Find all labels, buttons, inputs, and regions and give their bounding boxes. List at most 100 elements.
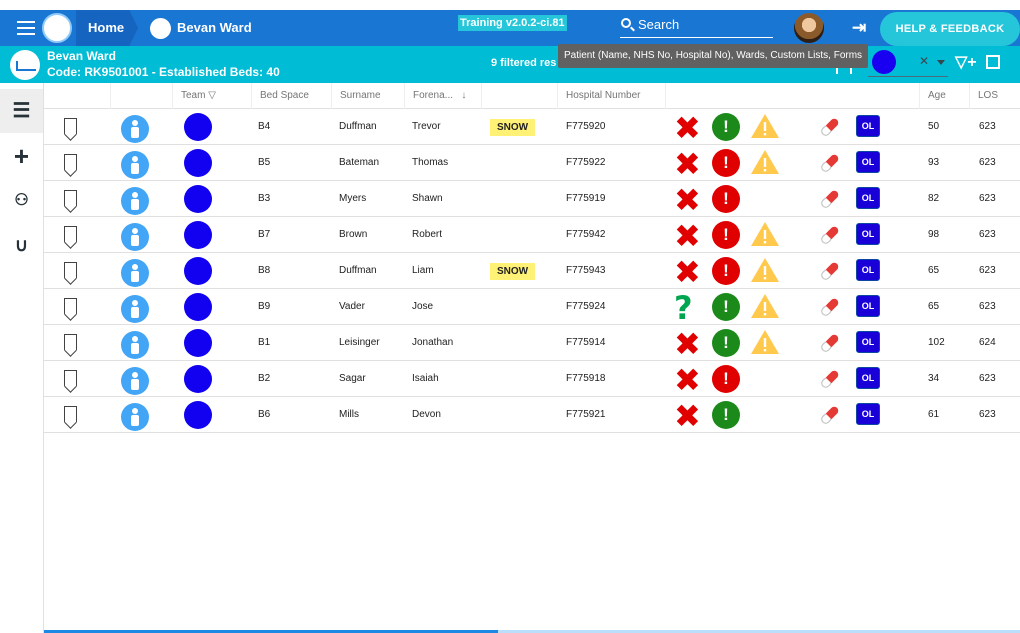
alert-icon[interactable]: !	[712, 329, 740, 357]
warning-icon[interactable]	[750, 257, 780, 283]
menu-icon[interactable]	[17, 21, 35, 35]
ol-badge[interactable]: OL	[856, 331, 880, 353]
medication-pill-icon[interactable]	[818, 331, 842, 355]
team-select[interactable]	[868, 76, 948, 77]
question-icon[interactable]: ?	[674, 289, 693, 327]
patient-person-icon[interactable]	[121, 151, 149, 179]
col-age[interactable]: Age	[919, 83, 969, 109]
bookmark-icon[interactable]	[64, 334, 77, 350]
patient-person-icon[interactable]	[121, 115, 149, 143]
scrollbar-thumb[interactable]	[44, 630, 498, 633]
alert-icon[interactable]: !	[712, 149, 740, 177]
chevron-down-icon[interactable]	[937, 60, 945, 65]
bookmark-icon[interactable]	[64, 262, 77, 278]
stethoscope-icon[interactable]: ∪	[14, 235, 29, 255]
add-filter-icon[interactable]: ▽+	[955, 54, 977, 71]
table-row[interactable]: B7 Brown Robert F775942 ✖! OL 98 623	[44, 217, 1020, 255]
ol-badge[interactable]: OL	[856, 115, 880, 137]
medication-pill-icon[interactable]	[818, 367, 842, 391]
plus-icon[interactable]: +	[13, 141, 30, 171]
handshake-icon[interactable]: ⚇	[14, 192, 29, 209]
alert-icon[interactable]: !	[712, 401, 740, 429]
alert-icon[interactable]: !	[712, 257, 740, 285]
table-row[interactable]: B6 Mills Devon F775921 ✖! OL 61 623	[44, 397, 1020, 435]
bookmark-icon[interactable]	[64, 226, 77, 242]
warning-icon[interactable]	[750, 293, 780, 319]
filter-icon[interactable]: ▽	[208, 90, 216, 101]
breadcrumb-home[interactable]: Home	[76, 10, 138, 46]
col-bed-space[interactable]: Bed Space	[251, 83, 331, 109]
alert-icon[interactable]: !	[712, 221, 740, 249]
list-icon[interactable]: ☰	[0, 89, 43, 133]
patient-person-icon[interactable]	[121, 367, 149, 395]
cross-icon[interactable]: ✖	[674, 253, 701, 291]
medication-pill-icon[interactable]	[818, 151, 842, 175]
ol-badge[interactable]: OL	[856, 151, 880, 173]
warning-icon[interactable]	[750, 113, 780, 139]
team-dot-icon	[184, 257, 212, 285]
col-forename[interactable]: Forena... ↓	[404, 83, 481, 109]
medication-pill-icon[interactable]	[818, 115, 842, 139]
alert-icon[interactable]: !	[712, 293, 740, 321]
cross-icon[interactable]: ✖	[674, 325, 701, 363]
warning-icon[interactable]	[750, 329, 780, 355]
table-row[interactable]: B5 Bateman Thomas F775922 ✖! OL 93 623	[44, 145, 1020, 183]
ol-badge[interactable]: OL	[856, 259, 880, 281]
bookmark-icon[interactable]	[64, 370, 77, 386]
patient-person-icon[interactable]	[121, 223, 149, 251]
breadcrumb-ward[interactable]: Bevan Ward	[177, 20, 252, 35]
patient-table: Team ▽ Bed Space Surname Forena... ↓ Hos…	[44, 83, 1020, 435]
patient-person-icon[interactable]	[121, 259, 149, 287]
bed-space-cell: B6	[258, 409, 271, 420]
alert-icon[interactable]: !	[712, 113, 740, 141]
ol-badge[interactable]: OL	[856, 223, 880, 245]
medication-pill-icon[interactable]	[818, 187, 842, 211]
cross-icon[interactable]: ✖	[674, 397, 701, 435]
patient-person-icon[interactable]	[121, 331, 149, 359]
team-dot-icon	[184, 365, 212, 393]
user-avatar[interactable]	[794, 13, 824, 43]
bookmark-icon[interactable]	[64, 154, 77, 170]
bookmark-icon[interactable]	[64, 298, 77, 314]
cross-icon[interactable]: ✖	[674, 181, 701, 219]
alert-icon[interactable]: !	[712, 185, 740, 213]
medication-pill-icon[interactable]	[818, 403, 842, 427]
ol-badge[interactable]: OL	[856, 403, 880, 425]
cross-icon[interactable]: ✖	[674, 217, 701, 255]
sort-down-icon[interactable]: ↓	[461, 90, 467, 101]
patient-person-icon[interactable]	[121, 187, 149, 215]
medication-pill-icon[interactable]	[818, 223, 842, 247]
medication-pill-icon[interactable]	[818, 295, 842, 319]
table-row[interactable]: B2 Sagar Isaiah F775918 ✖! OL 34 623	[44, 361, 1020, 399]
table-row[interactable]: B1 Leisinger Jonathan F775914 ✖! OL 102 624	[44, 325, 1020, 363]
bookmark-icon[interactable]	[64, 190, 77, 206]
bookmark-icon[interactable]	[64, 118, 77, 134]
ol-badge[interactable]: OL	[856, 187, 880, 209]
ol-badge[interactable]: OL	[856, 367, 880, 389]
patient-person-icon[interactable]	[121, 295, 149, 323]
horizontal-scrollbar[interactable]	[44, 630, 1020, 633]
medication-pill-icon[interactable]	[818, 259, 842, 283]
cross-icon[interactable]: ✖	[674, 145, 701, 183]
col-surname[interactable]: Surname	[331, 83, 404, 109]
col-team[interactable]: Team ▽	[172, 83, 251, 109]
search-input[interactable]: Search	[620, 14, 773, 38]
cross-icon[interactable]: ✖	[674, 109, 701, 147]
table-row[interactable]: B9 Vader Jose F775924?! OL 65 623	[44, 289, 1020, 327]
col-los[interactable]: LOS	[969, 83, 1020, 109]
col-hospital-number[interactable]: Hospital Number	[557, 83, 665, 109]
logout-icon[interactable]: ⇥	[852, 18, 867, 37]
clear-icon[interactable]: ✕	[919, 54, 930, 68]
cross-icon[interactable]: ✖	[674, 361, 701, 399]
bookmark-icon[interactable]	[64, 406, 77, 422]
warning-icon[interactable]	[750, 149, 780, 175]
warning-icon[interactable]	[750, 221, 780, 247]
table-row[interactable]: B3 Myers Shawn F775919 ✖! OL 82 623	[44, 181, 1020, 219]
alert-icon[interactable]: !	[712, 365, 740, 393]
patient-person-icon[interactable]	[121, 403, 149, 431]
table-row[interactable]: B8 Duffman Liam SNOW F775943 ✖! OL 65 623	[44, 253, 1020, 291]
help-feedback-button[interactable]: HELP & FEEDBACK	[880, 12, 1020, 46]
open-external-icon[interactable]	[986, 55, 1000, 69]
table-row[interactable]: B4 Duffman Trevor SNOW F775920 ✖! OL 50 623	[44, 109, 1020, 147]
ol-badge[interactable]: OL	[856, 295, 880, 317]
